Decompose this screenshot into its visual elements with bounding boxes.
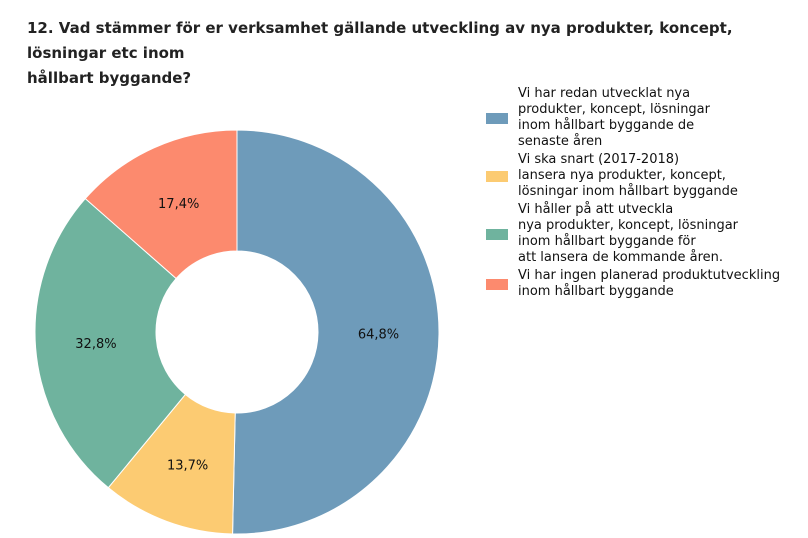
legend-item: Vi håller på att utveckla nya produkter,… — [486, 202, 786, 268]
slice-data-label: 64,8% — [358, 328, 399, 343]
legend-item: Vi har redan utvecklat nya produkter, ko… — [486, 86, 786, 152]
legend: Vi har redan utvecklat nya produkter, ko… — [486, 86, 786, 302]
legend-swatch — [486, 279, 508, 290]
legend-label: Vi har redan utvecklat nya produkter, ko… — [518, 86, 710, 149]
slice-data-label: 32,8% — [75, 337, 116, 352]
legend-item: Vi ska snart (2017-2018) lansera nya pro… — [486, 152, 786, 202]
legend-item: Vi har ingen planerad produktutveckling … — [486, 268, 786, 302]
chart-title: 12. Vad stämmer för er verksamhet gällan… — [27, 19, 733, 87]
legend-swatch — [486, 171, 508, 182]
slice-data-label: 17,4% — [158, 197, 199, 212]
legend-swatch — [486, 229, 508, 240]
slice-labels-group: 64,8% 13,7% 32,8% 17,4% — [75, 197, 399, 474]
legend-label: Vi har ingen planerad produktutveckling … — [518, 268, 781, 299]
legend-label: Vi ska snart (2017-2018) lansera nya pro… — [518, 152, 738, 199]
legend-swatch — [486, 113, 508, 124]
donut-slice — [84, 129, 238, 280]
donut-slice — [34, 197, 187, 489]
donut-slice — [232, 129, 440, 535]
slice-data-label: 13,7% — [167, 459, 208, 474]
slices-group — [34, 129, 440, 535]
legend-label: Vi håller på att utveckla nya produkter,… — [518, 202, 739, 265]
